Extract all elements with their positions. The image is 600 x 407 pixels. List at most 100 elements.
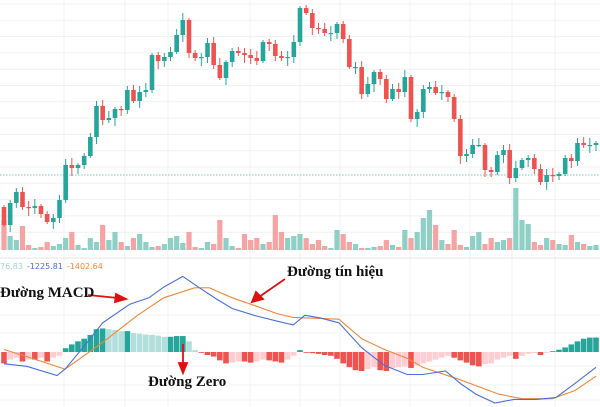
volume-bar — [587, 246, 593, 250]
histogram-bar — [44, 352, 50, 362]
candle-body — [458, 119, 463, 156]
candle-body — [328, 33, 334, 35]
candle-body — [149, 55, 155, 90]
candle-body — [476, 145, 482, 147]
volume-bar — [500, 240, 507, 250]
volume-bar — [383, 240, 389, 250]
candle-body — [421, 89, 426, 112]
volume-bar — [19, 226, 26, 250]
volume-bar — [7, 236, 13, 250]
histogram-bar — [62, 348, 69, 352]
candle-body — [488, 170, 494, 172]
histogram-bar — [260, 352, 266, 360]
candle-body — [390, 89, 395, 99]
histogram-bar — [7, 352, 13, 360]
volume-bar — [476, 232, 482, 250]
histogram-bar — [593, 337, 599, 352]
histogram-bar — [513, 352, 519, 359]
histogram-bar — [291, 352, 297, 356]
histogram-bar — [439, 352, 445, 358]
histogram-bar — [309, 352, 316, 354]
volume-bar — [167, 238, 174, 250]
volume-bar — [550, 240, 556, 250]
candle-body — [340, 24, 346, 39]
candle-body — [88, 137, 93, 156]
candle-body — [254, 58, 260, 61]
histogram-bar — [358, 352, 365, 371]
candle-body — [63, 165, 68, 200]
volume-bar — [186, 232, 192, 250]
candle-body — [38, 206, 44, 214]
candle-body — [229, 51, 235, 62]
histogram-bar — [173, 336, 180, 352]
volume-bar — [93, 242, 100, 250]
histogram-bar — [254, 352, 260, 362]
candle-body — [303, 8, 309, 13]
candle-body — [211, 43, 216, 65]
candle-body — [439, 92, 445, 94]
candle-body — [125, 90, 130, 110]
candle-body — [100, 106, 105, 120]
volume-bar — [340, 234, 346, 250]
volume-bar — [155, 246, 161, 250]
volume-bar — [457, 245, 463, 250]
candle-body — [550, 175, 556, 177]
candle-body — [14, 192, 19, 203]
histogram-bar — [229, 352, 235, 363]
signal-arrow-head — [250, 290, 265, 304]
histogram-bar — [303, 352, 309, 353]
histogram-bar — [340, 352, 346, 364]
candle-body — [273, 44, 278, 56]
macd-legend: 76.83 -1225.81 -1402.64 — [0, 262, 107, 271]
volume-bar — [525, 224, 531, 250]
volume-bar — [1, 220, 7, 250]
volume-bar — [426, 210, 433, 250]
histogram-bar — [167, 336, 174, 352]
volume-bar — [451, 230, 457, 250]
histogram-bar — [506, 352, 513, 356]
histogram-bar — [1, 352, 7, 364]
histogram-bar — [106, 329, 112, 352]
volume-bar — [32, 248, 38, 250]
candle-body — [402, 77, 408, 92]
histogram-bar — [266, 352, 272, 361]
volume-bar — [143, 242, 149, 250]
candle-body — [205, 43, 210, 57]
volume-bar — [346, 242, 352, 250]
candle-body — [155, 55, 161, 61]
candle-body — [495, 155, 500, 172]
volume-bar — [494, 242, 500, 250]
volume-bar — [100, 225, 106, 250]
candle-body — [248, 55, 253, 58]
candle-body — [32, 206, 38, 208]
volume-bar — [56, 244, 63, 250]
candle-body — [81, 156, 87, 165]
signal-line — [3, 287, 597, 400]
histogram-bar — [328, 352, 334, 356]
histogram-bar — [587, 337, 593, 352]
histogram-bar — [112, 329, 118, 352]
volume-bar — [63, 238, 69, 250]
volume-bar — [309, 244, 315, 250]
volume-bar — [303, 238, 309, 250]
histogram-bar — [451, 352, 457, 358]
signal-arrow — [258, 278, 286, 298]
histogram-bar — [494, 352, 501, 360]
candle-body — [581, 143, 586, 145]
macd-arrow — [87, 294, 119, 299]
candle-body — [544, 175, 549, 182]
volume-bar — [439, 240, 445, 250]
candles — [1, 5, 599, 232]
candle-body — [433, 87, 438, 93]
candle-body — [69, 165, 75, 168]
candle-body — [297, 8, 303, 42]
candle-body — [482, 145, 488, 170]
histogram-bar — [371, 352, 377, 368]
histogram-bar — [365, 352, 371, 370]
volume-bar — [285, 238, 291, 250]
zero-arrow-head — [177, 362, 189, 376]
histogram-bar — [136, 333, 143, 352]
histogram-bar — [315, 352, 322, 354]
candle-body — [44, 214, 50, 222]
histogram-bar — [531, 352, 538, 354]
